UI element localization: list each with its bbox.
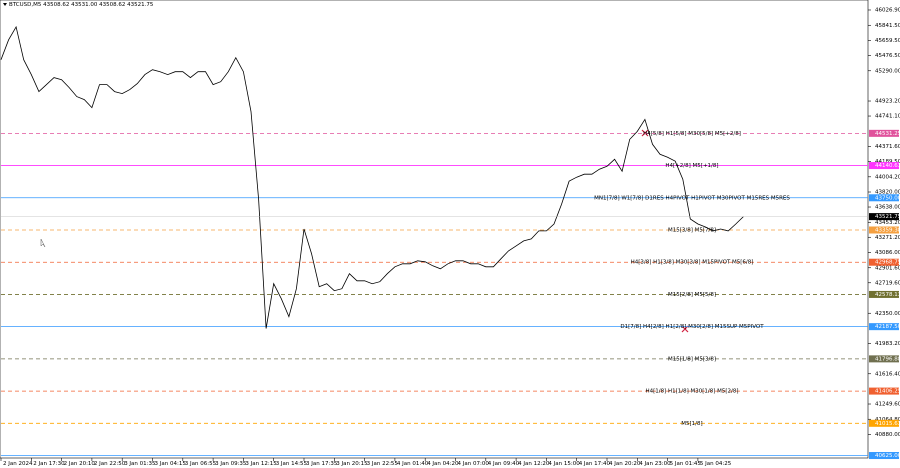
current-price-label: 43521.75: [875, 214, 900, 220]
level-price-label: 42578.13: [875, 292, 900, 298]
x-tick-label: 4 Jan 09:40: [488, 461, 520, 467]
x-tick-label: 4 Jan 23:00: [639, 461, 671, 467]
y-tick-label: 41064.80: [875, 417, 900, 423]
x-tick-label: 3 Jan 04:15: [155, 461, 187, 467]
level-price-box: [869, 226, 899, 234]
level-price-box: [869, 129, 899, 137]
level-price-label: 44531.25: [875, 131, 900, 137]
y-tick-label: 43271.20: [875, 235, 900, 241]
level-price-label: 43750.00: [875, 195, 900, 201]
x-tick-label: 3 Jan 06:55: [185, 461, 217, 467]
y-tick-label: 41983.20: [875, 341, 900, 347]
x-tick-label: 2 Jan 2024: [3, 461, 33, 467]
x-tick-label: 3 Jan 22:55: [367, 461, 399, 467]
level-price-label: 42187.50: [875, 324, 900, 330]
x-tick-label: 3 Jan 12:15: [245, 461, 277, 467]
y-tick-label: 43086.00: [875, 250, 900, 256]
level-label: M15[3/8] M5[7/8]: [668, 227, 716, 233]
y-tick-label: 44371.60: [875, 144, 900, 150]
y-tick-label: 43638.00: [875, 205, 900, 211]
y-tick-label: 45659.50: [875, 38, 900, 44]
level-label: H4[5/8] H1[5/8] M30[5/8] M5[+2/8]: [643, 131, 741, 137]
y-tick-label: 42901.60: [875, 265, 900, 271]
x-tick-label: 2 Jan 22:50: [94, 461, 126, 467]
level-price-label: 41796.88: [875, 356, 900, 362]
current-price-box: [869, 213, 899, 221]
y-tick-label: 45476.50: [875, 53, 900, 59]
y-tick-label: 46026.90: [875, 7, 900, 13]
x-tick-label: 4 Jan 12:20: [518, 461, 550, 467]
x-tick-label: 5 Jan 01:45: [670, 461, 702, 467]
x-tick-label: 3 Jan 17:35: [306, 461, 338, 467]
x-tick-label: 4 Jan 04:20: [427, 461, 459, 467]
y-tick-label: 44923.20: [875, 99, 900, 105]
price-line: [0, 25, 744, 329]
level-price-label: 43359.38: [875, 227, 900, 233]
level-label: H4[1/8] H1[1/8] M30[1/8] M5[2/8]: [645, 389, 738, 395]
y-tick-label: 44741.10: [875, 114, 900, 120]
level-label: M15[2/8] M5[5/8]: [668, 292, 716, 298]
y-tick-label: 44189.50: [875, 159, 900, 165]
level-price-label: 41406.25: [875, 389, 900, 395]
plot-frame: [0, 0, 869, 459]
level-price-box: [869, 452, 899, 460]
x-tick-label: 4 Jan 01:40: [397, 461, 429, 467]
y-tick-label: 40880.00: [875, 432, 900, 438]
level-price-box: [869, 387, 899, 395]
level-price-box: [869, 419, 899, 427]
level-price-label: 40625.00: [875, 453, 900, 459]
x-tick-label: 3 Jan 09:35: [215, 461, 247, 467]
level-price-box: [869, 162, 899, 170]
level-price-label: 42968.75: [875, 260, 900, 266]
chart-title: BTCUSD,M5 43508.62 43531.00 43508.62 435…: [9, 2, 154, 8]
x-tick-label: 3 Jan 20:15: [336, 461, 368, 467]
level-price-box: [869, 194, 899, 202]
y-tick-label: 44004.20: [875, 174, 900, 180]
menu-arrow: [3, 3, 7, 6]
level-label: D1[7/8] H4[2/8] H1[2/8] M30[2/8] M15SUP …: [620, 324, 764, 330]
level-price-box: [869, 290, 899, 298]
level-label: H4[3/8] H1[3/8] M30[3/8] M15PIVOT M5[6/8…: [631, 260, 754, 266]
y-tick-label: 41616.40: [875, 371, 900, 377]
level-label: M5[1/8]: [681, 421, 702, 427]
x-tick-label: 3 Jan 01:35: [124, 461, 156, 467]
level-price-box: [869, 258, 899, 266]
x-tick-label: 3 Jan 14:55: [276, 461, 308, 467]
x-tick-label: 2 Jan 17:30: [33, 461, 65, 467]
y-tick-label: 42719.60: [875, 280, 900, 286]
y-tick-label: 41249.60: [875, 402, 900, 408]
y-tick-label: 43820.00: [875, 190, 900, 196]
level-label: H4[+2/8] M5[+1/8]: [665, 163, 718, 169]
level-price-label: 41015.63: [875, 421, 900, 427]
y-tick-label: 43453.20: [875, 220, 900, 226]
x-tick-label: 4 Jan 15:00: [548, 461, 580, 467]
y-tick-label: 45841.50: [875, 23, 900, 29]
cursor: [40, 238, 46, 248]
x-tick-label: 4 Jan 20:20: [609, 461, 641, 467]
x-tick-label: 5 Jan 04:25: [700, 461, 732, 467]
x-tick-label: 4 Jan 17:40: [579, 461, 611, 467]
x-tick-label: 2 Jan 20:10: [64, 461, 96, 467]
y-tick-label: 42350.00: [875, 311, 900, 317]
x-tick-label: 4 Jan 07:00: [458, 461, 490, 467]
level-label: M15[1/8] M5[3/8]: [668, 356, 716, 362]
level-label: MN1[7/8] W1[7/8] D1RES H4PIVOT H1PIVOT M…: [594, 195, 790, 201]
level-price-label: 44140.63: [875, 163, 900, 169]
level-price-box: [869, 355, 899, 363]
y-tick-label: 45290.00: [875, 68, 900, 74]
level-price-box: [869, 323, 899, 331]
